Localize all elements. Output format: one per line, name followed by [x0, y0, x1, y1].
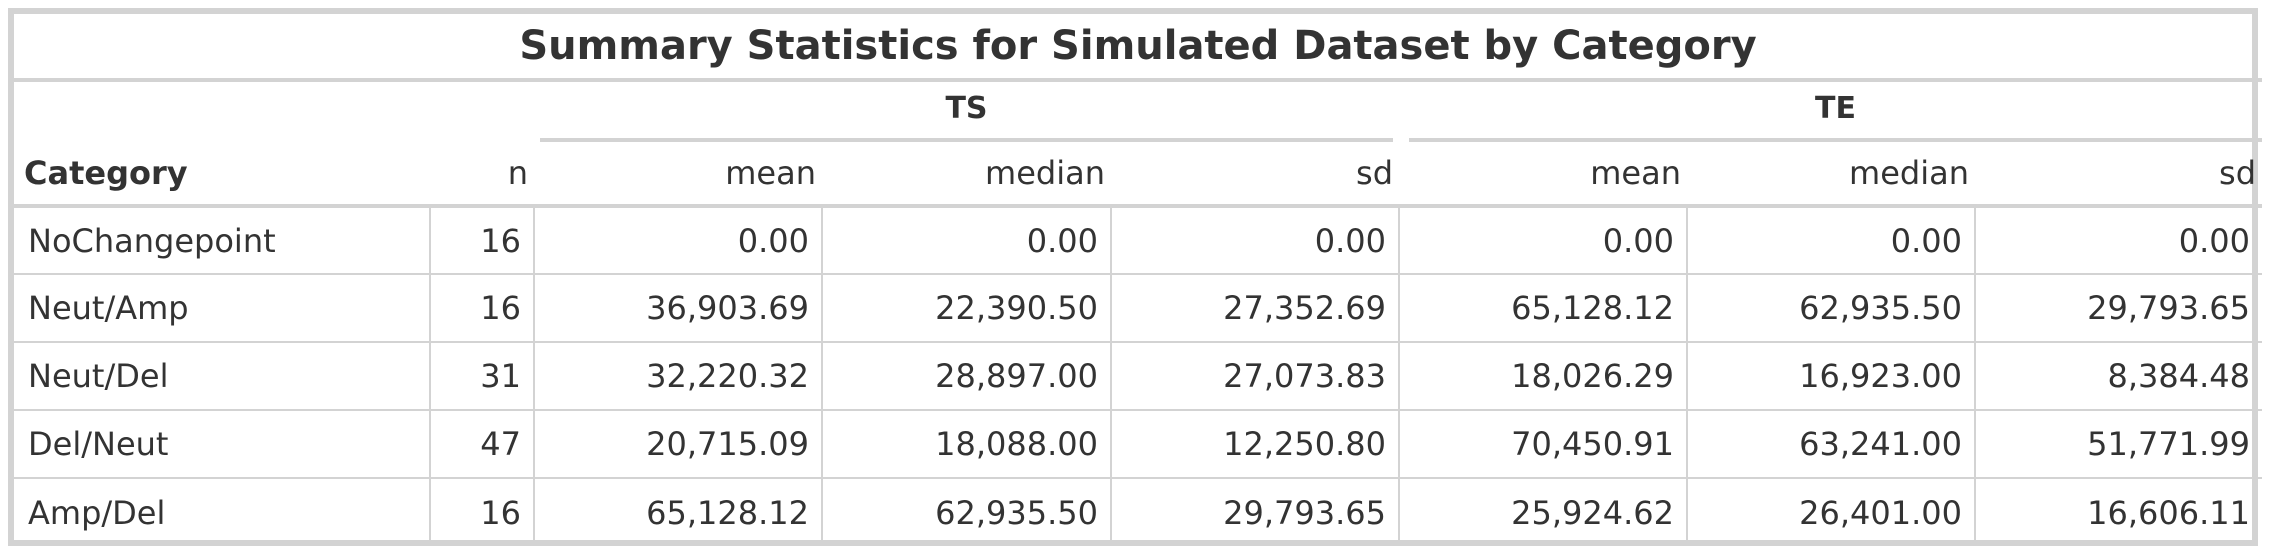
table-row: Amp/Del 16 65,128.12 62,935.50 29,793.65… [14, 478, 2262, 546]
category-cell: Amp/Del [14, 478, 431, 546]
n-cell: 31 [430, 342, 535, 411]
ts-sd-cell: 12,250.80 [1111, 410, 1400, 479]
te-sd-cell: 8,384.48 [1975, 342, 2262, 411]
table-row: Neut/Del 31 32,220.32 28,897.00 27,073.8… [14, 342, 2262, 411]
spanner-te: TE [1399, 80, 2262, 142]
ts-mean-cell: 20,715.09 [534, 410, 823, 479]
table-title: Summary Statistics for Simulated Dataset… [14, 14, 2262, 82]
ts-median-cell: 18,088.00 [822, 410, 1112, 479]
category-cell: Neut/Amp [14, 274, 431, 343]
te-mean-cell: 0.00 [1399, 206, 1688, 275]
table-row: NoChangepoint 16 0.00 0.00 0.00 0.00 0.0… [14, 206, 2262, 275]
table-row: Del/Neut 47 20,715.09 18,088.00 12,250.8… [14, 410, 2262, 479]
te-median-cell: 16,923.00 [1687, 342, 1976, 411]
column-header-te-mean: mean [1399, 142, 1687, 208]
ts-mean-cell: 32,220.32 [534, 342, 823, 411]
column-header-ts-median: median [822, 142, 1111, 208]
summary-table: Summary Statistics for Simulated Dataset… [14, 14, 2262, 546]
spanner-ts-label: TS [540, 83, 1393, 142]
table-row: Neut/Amp 16 36,903.69 22,390.50 27,352.6… [14, 274, 2262, 343]
ts-sd-cell: 0.00 [1111, 206, 1400, 275]
category-cell: Del/Neut [14, 410, 431, 479]
ts-mean-cell: 36,903.69 [534, 274, 823, 343]
column-header-n: n [430, 142, 534, 208]
summary-table-frame: Summary Statistics for Simulated Dataset… [8, 8, 2262, 546]
ts-mean-cell: 65,128.12 [534, 478, 823, 546]
te-sd-cell: 16,606.11 [2087, 493, 2250, 532]
ts-median-cell: 62,935.50 [822, 478, 1112, 546]
ts-sd-cell: 27,352.69 [1111, 274, 1400, 343]
spanner-blank [14, 80, 534, 142]
n-cell: 16 [430, 206, 535, 275]
spanner-ts: TS [534, 80, 1399, 142]
te-sd-cell: 51,771.99 [1975, 410, 2262, 479]
column-header-te-sd: sd [1975, 142, 2262, 208]
n-cell: 16 [430, 478, 535, 546]
column-header-te-median: median [1687, 142, 1975, 208]
column-header-ts-sd: sd [1111, 142, 1399, 208]
ts-sd-cell: 29,793.65 [1111, 478, 1400, 546]
te-median-cell: 63,241.00 [1687, 410, 1976, 479]
te-mean-cell: 25,924.62 [1399, 478, 1688, 546]
te-mean-cell: 70,450.91 [1399, 410, 1688, 479]
ts-median-cell: 22,390.50 [822, 274, 1112, 343]
ts-median-cell: 0.00 [822, 206, 1112, 275]
n-cell: 16 [430, 274, 535, 343]
te-median-cell: 0.00 [1687, 206, 1976, 275]
spanner-te-label: TE [1409, 83, 2262, 142]
te-mean-cell: 18,026.29 [1399, 342, 1688, 411]
category-cell: Neut/Del [14, 342, 431, 411]
ts-mean-cell: 0.00 [534, 206, 823, 275]
te-median-cell: 26,401.00 [1687, 478, 1976, 546]
te-sd-cell: 0.00 [1975, 206, 2262, 275]
ts-median-cell: 28,897.00 [822, 342, 1112, 411]
ts-sd-cell: 27,073.83 [1111, 342, 1400, 411]
column-header-category: Category [14, 142, 430, 208]
column-header-ts-mean: mean [534, 142, 822, 208]
te-mean-cell: 65,128.12 [1399, 274, 1688, 343]
category-cell: NoChangepoint [14, 206, 431, 275]
n-cell: 47 [430, 410, 535, 479]
te-sd-cell: 29,793.65 [1975, 274, 2262, 343]
te-median-cell: 62,935.50 [1687, 274, 1976, 343]
